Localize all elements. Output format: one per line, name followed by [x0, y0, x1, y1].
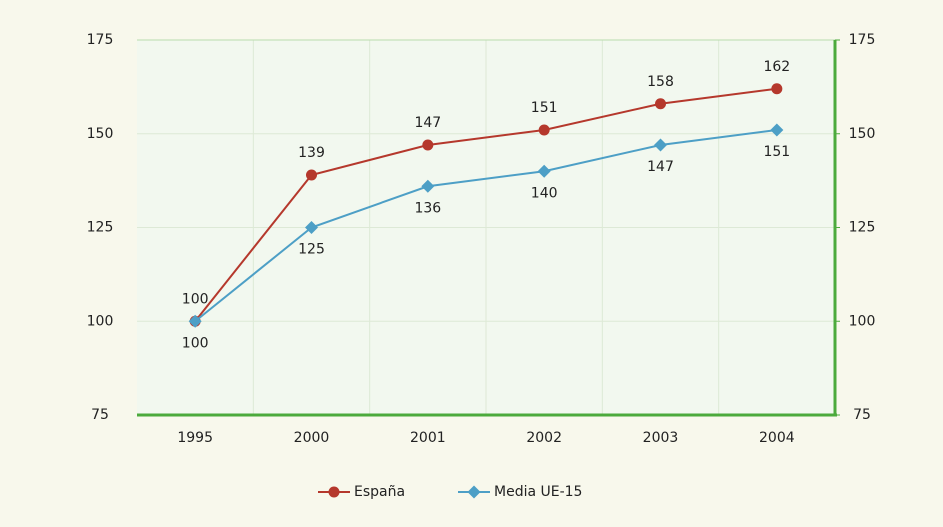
y2-tick-label: 150	[849, 126, 876, 142]
point	[421, 179, 435, 193]
y-tick-label: 100	[87, 313, 114, 329]
y-tick-label: 75	[91, 407, 109, 423]
data-label: 136	[414, 200, 441, 216]
y2-tick-label: 75	[853, 407, 871, 423]
data-label: 151	[531, 100, 558, 116]
point	[770, 123, 784, 137]
point	[306, 169, 317, 181]
y2-tick-label: 175	[849, 32, 876, 48]
data-label: 162	[763, 59, 790, 75]
data-label: 100	[182, 335, 209, 351]
x-tick-label: 2004	[759, 430, 795, 446]
y-tick-label: 175	[87, 32, 114, 48]
data-label: 139	[298, 145, 325, 161]
data-label: 151	[763, 144, 790, 160]
y2-tick-label: 100	[849, 313, 876, 329]
x-tick-label: 1995	[177, 430, 213, 446]
point	[655, 98, 666, 110]
point	[188, 314, 202, 328]
point	[538, 124, 550, 136]
legend-marker	[328, 486, 340, 498]
data-label: 140	[531, 185, 558, 201]
series-line	[194, 87, 777, 322]
point	[654, 138, 667, 152]
x-tick-label: 2001	[410, 430, 446, 446]
point	[422, 139, 434, 151]
y-tick-label: 150	[87, 126, 114, 142]
legend-marker	[467, 485, 481, 499]
data-label: 125	[298, 242, 325, 258]
data-label: 147	[647, 159, 674, 175]
x-tick-label: 2003	[643, 430, 679, 446]
legend-label: Media UE-15	[494, 484, 582, 500]
x-tick-label: 2000	[294, 430, 330, 446]
point	[537, 164, 551, 178]
legend-label: España	[354, 484, 405, 500]
x-tick-label: 2002	[526, 430, 562, 446]
data-label: 158	[647, 74, 674, 90]
data-label: 100	[182, 291, 209, 307]
point	[305, 221, 318, 234]
point	[771, 83, 783, 95]
series-line	[194, 129, 777, 323]
y-tick-label: 125	[87, 220, 114, 236]
y2-tick-label: 125	[849, 220, 876, 236]
data-label: 147	[414, 115, 441, 131]
